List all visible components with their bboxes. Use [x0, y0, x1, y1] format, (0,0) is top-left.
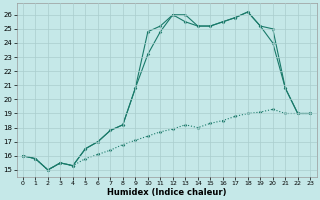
X-axis label: Humidex (Indice chaleur): Humidex (Indice chaleur): [107, 188, 226, 197]
